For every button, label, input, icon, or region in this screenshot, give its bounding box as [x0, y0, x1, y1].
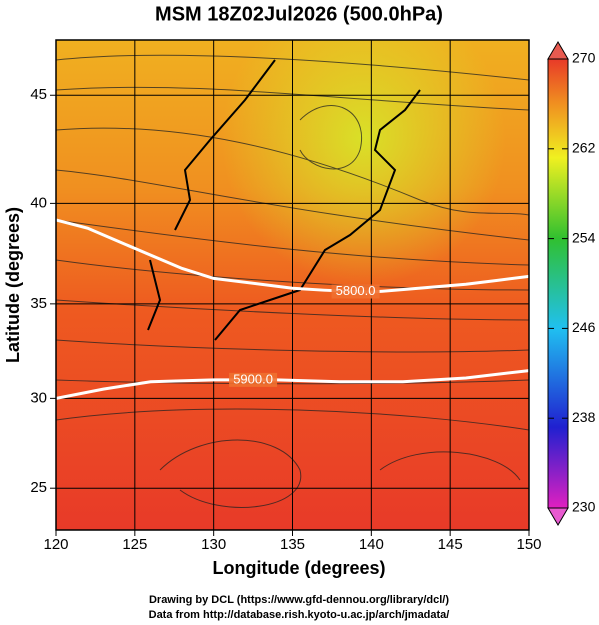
x-tick-label: 125 [122, 536, 147, 553]
colorbar-tick-label: 230 [572, 499, 596, 515]
contour-label-bg [229, 372, 278, 387]
chart-title: MSM 18Z02Jul2026 (500.0hPa) [155, 3, 443, 25]
colorbar-min-arrow [547, 507, 569, 526]
y-axis-label: Latitude (degrees) [3, 207, 23, 363]
x-axis-label: Longitude (degrees) [212, 558, 385, 578]
y-tick-label: 25 [30, 479, 47, 496]
x-tick-label: 150 [516, 536, 541, 553]
colorbar-tick-label: 254 [572, 229, 596, 245]
contour-line [56, 218, 529, 294]
plot-area: 5800.0 5900.0 [56, 40, 529, 530]
credit-line: Drawing by DCL (https://www.gfd-dennou.o… [149, 594, 449, 606]
y-tick-label: 40 [30, 194, 47, 211]
y-tick-label: 30 [30, 389, 47, 406]
contour-label: 5900.0 [233, 371, 273, 386]
contour-label: 5800.0 [336, 283, 376, 298]
x-tick-label: 120 [43, 536, 68, 553]
x-tick-label: 145 [438, 536, 463, 553]
x-tick-label: 140 [359, 536, 384, 553]
colorbar-max-arrow [547, 41, 569, 60]
colorbar-tick-label: 238 [572, 409, 596, 425]
colorbar [547, 58, 569, 509]
y-tick-label: 35 [30, 295, 47, 312]
colorbar-tick-label: 270 [572, 50, 596, 66]
x-tick-label: 135 [280, 536, 305, 553]
y-tick-label: 45 [30, 86, 47, 103]
credit-line: Data from http://database.rish.kyoto-u.a… [149, 609, 450, 621]
contour-label-bg [331, 284, 380, 299]
colorbar-tick-label: 246 [572, 319, 596, 335]
x-tick-label: 130 [201, 536, 226, 553]
streamlines [56, 54, 529, 508]
colorbar-tick-label: 262 [572, 140, 596, 156]
coastline [147, 59, 421, 341]
